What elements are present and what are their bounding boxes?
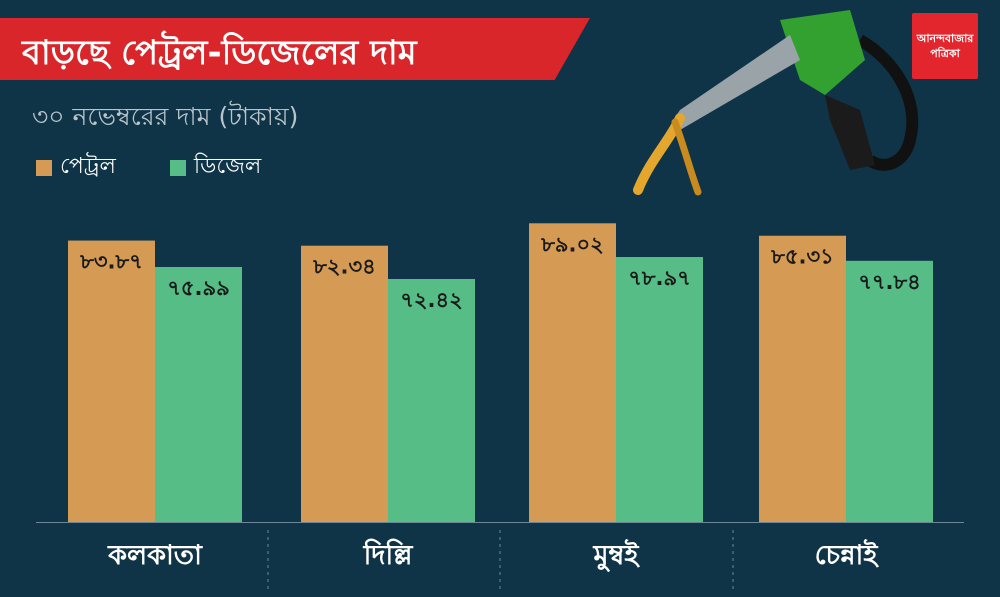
data-label-diesel-1: ৭২.৪২ (400, 288, 463, 312)
bar-diesel-2 (616, 257, 703, 522)
bar-diesel-1 (388, 278, 475, 522)
title-banner (0, 18, 590, 80)
data-label-petrol-0: ৮৩.৮৭ (79, 250, 143, 274)
legend-swatch-petrol (36, 159, 52, 176)
legend-item-diesel: ডিজেল (169, 149, 262, 186)
logo-line-2: পত্রিকা (930, 47, 960, 60)
logo-line-1: আনন্দবাজার (916, 32, 974, 45)
legend-label-petrol: পেট্রল (60, 154, 116, 179)
chart-subtitle: ৩০ নভেম্বরের দাম (টাকায়) (32, 102, 299, 131)
category-label-3: চেন্নাই (815, 538, 880, 571)
data-label-petrol-2: ৮৯.০২ (540, 232, 604, 256)
bar-petrol-2 (529, 223, 616, 522)
data-label-diesel-3: ৭৭.৮৪ (858, 270, 921, 294)
data-label-diesel-2: ৭৮.৯৭ (628, 266, 691, 290)
legend-swatch-diesel (169, 159, 186, 176)
category-label-1: দিল্লি (363, 538, 415, 571)
category-label-2: মুম্বই (593, 538, 641, 572)
data-label-diesel-0: ৭৫.৯৯ (167, 276, 230, 300)
bar-petrol-3 (759, 235, 846, 522)
data-label-petrol-3: ৮৫.৩১ (770, 245, 834, 269)
data-label-petrol-1: ৮২.৩৪ (312, 255, 376, 279)
page-title: বাড়ছে পেট্রল-ডিজেলের দাম (22, 33, 417, 73)
bar-diesel-3 (846, 260, 933, 522)
chart-legend: পেট্রল ডিজেল (36, 149, 315, 186)
fuel-nozzle-icon (633, 10, 919, 196)
legend-label-diesel: ডিজেল (193, 154, 262, 179)
legend-item-petrol: পেট্রল (36, 149, 116, 186)
category-label-0: কলকাতা (107, 540, 203, 571)
bar-diesel-0 (155, 267, 242, 522)
bar-petrol-1 (301, 245, 388, 522)
publisher-logo: আনন্দবাজার পত্রিকা (912, 13, 978, 79)
bar-petrol-0 (68, 240, 155, 522)
